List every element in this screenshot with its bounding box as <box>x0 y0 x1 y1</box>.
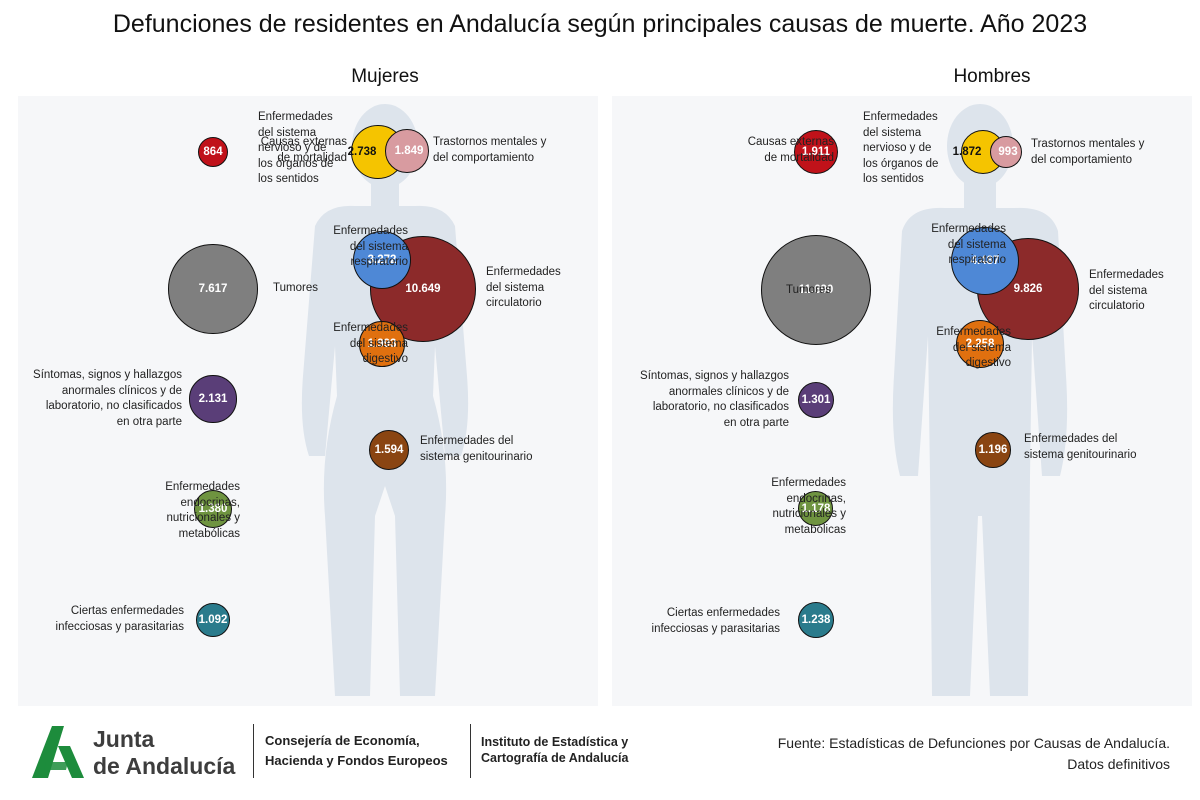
logo-line-2: de Andalucía <box>93 753 236 779</box>
cause-label-mujeres-mentales: Trastornos mentales y del comportamiento <box>433 136 547 164</box>
cause-label-hombres-genitourinario: Enfermedades del sistema genitourinario <box>1024 433 1137 461</box>
bubble-hombres-infecciosas <box>798 602 834 638</box>
consejeria-line-1: Consejería de Economía, <box>265 733 420 748</box>
cause-label-hombres-nervioso: Enfermedades del sistema nervioso y de l… <box>863 111 939 185</box>
cause-label-hombres-digestivo: Enfermedades del sistema digestivo <box>936 326 1011 369</box>
bubble-mujeres-genitourinario <box>368 429 410 471</box>
bubble-mujeres-infecciosas <box>196 603 230 637</box>
value-label-mujeres-infecciosas: 1.092 <box>198 614 228 626</box>
cause-label-hombres-respiratorio: Enfermedades del sistema respiratorio <box>931 223 1006 266</box>
cause-label-mujeres-externas: Causas externas de mortalidad <box>260 136 347 164</box>
cause-label-mujeres-sintomas: Síntomas, signos y hallazgos anormales c… <box>33 369 182 428</box>
source-line-1: Fuente: Estadísticas de Defunciones por … <box>777 735 1170 751</box>
cause-label-mujeres-nervioso: Enfermedades del sistema nervioso y de l… <box>258 111 334 185</box>
logo-wordmark: Junta de Andalucía <box>93 726 235 780</box>
cause-label-mujeres-infecciosas: Ciertas enfermedades infecciosas y paras… <box>55 605 184 633</box>
panel-title-hombres: Hombres <box>953 66 1031 87</box>
value-label-hombres-digestivo: 2.258 <box>965 338 995 350</box>
panel-title-mujeres: Mujeres <box>351 66 419 87</box>
bubble-mujeres-endocrinas <box>194 490 232 528</box>
value-label-hombres-sintomas: 1.301 <box>801 394 831 406</box>
cause-label-mujeres-endocrinas: Enfermedades endocrinas, nutricionales y… <box>165 481 240 540</box>
bubble-mujeres-sintomas <box>189 375 237 423</box>
value-label-hombres-circulatorio: 9.826 <box>1013 283 1043 295</box>
male-silhouette <box>892 104 1068 696</box>
cause-label-mujeres-circulatorio: Enfermedades del sistema circulatorio <box>486 266 561 309</box>
footer-divider-2 <box>470 724 471 778</box>
value-label-mujeres-endocrinas: 1.380 <box>198 503 228 515</box>
chart-title: Defunciones de residentes en Andalucía s… <box>112 10 1088 38</box>
logo-line-1: Junta <box>93 726 155 752</box>
cause-label-mujeres-genitourinario: Enfermedades del sistema genitourinario <box>420 435 533 463</box>
consejeria-name: Consejería de Economía, Hacienda y Fondo… <box>265 731 448 771</box>
value-label-hombres-nervioso: 1.872 <box>952 146 982 158</box>
value-label-hombres-endocrinas: 1.178 <box>801 503 831 515</box>
bubble-hombres-sintomas <box>797 381 835 419</box>
source-note: Fuente: Estadísticas de Defunciones por … <box>778 733 1170 775</box>
bubble-mujeres-mentales <box>385 129 429 173</box>
value-label-mujeres-digestivo: 1.993 <box>367 338 397 350</box>
junta-logo-icon <box>32 726 84 778</box>
value-label-mujeres-tumores: 7.617 <box>198 283 228 295</box>
bubble-hombres-digestivo <box>955 319 1005 369</box>
cause-label-hombres-mentales: Trastornos mentales y del comportamiento <box>1031 138 1145 166</box>
cause-label-hombres-sintomas: Síntomas, signos y hallazgos anormales c… <box>640 370 789 429</box>
value-label-mujeres-mentales: 1.849 <box>394 145 424 157</box>
bubble-hombres-respiratorio <box>950 226 1020 296</box>
bubble-hombres-tumores <box>760 234 872 346</box>
bubble-mujeres-digestivo <box>359 321 405 367</box>
consejeria-line-2: Hacienda y Fondos Europeos <box>265 753 448 768</box>
cause-label-hombres-tumores: Tumores <box>786 284 831 296</box>
cause-label-hombres-infecciosas: Ciertas enfermedades infecciosas y paras… <box>651 607 780 635</box>
value-label-mujeres-nervioso: 2.738 <box>347 146 377 158</box>
value-label-hombres-respiratorio: 4.487 <box>970 255 1000 267</box>
value-label-hombres-genitourinario: 1.196 <box>978 444 1008 456</box>
value-label-hombres-tumores: 11.690 <box>798 284 834 296</box>
cause-label-hombres-endocrinas: Enfermedades endocrinas, nutricionales y… <box>771 477 846 536</box>
value-label-mujeres-genitourinario: 1.594 <box>374 444 404 456</box>
bubble-hombres-externas <box>793 129 839 175</box>
value-label-mujeres-circulatorio: 10.649 <box>405 283 441 295</box>
value-label-hombres-infecciosas: 1.238 <box>801 614 831 626</box>
value-label-mujeres-respiratorio: 3.272 <box>367 254 397 266</box>
cause-label-mujeres-tumores: Tumores <box>273 282 318 294</box>
bubble-mujeres-tumores <box>168 244 258 334</box>
footer-divider-1 <box>253 724 254 778</box>
source-line-2: Datos definitivos <box>1067 756 1170 772</box>
instituto-line-2: Cartografía de Andalucía <box>481 751 629 765</box>
female-silhouette <box>301 104 469 697</box>
cause-label-mujeres-respiratorio: Enfermedades del sistema respiratorio <box>333 225 408 268</box>
value-label-hombres-mentales: 993 <box>998 146 1018 158</box>
instituto-name: Instituto de Estadística y Cartografía d… <box>481 734 629 766</box>
value-label-mujeres-sintomas: 2.131 <box>198 393 228 405</box>
value-label-hombres-externas: 1.911 <box>801 146 831 158</box>
bubble-hombres-endocrinas <box>798 491 834 527</box>
bubble-mujeres-respiratorio <box>352 230 412 290</box>
cause-label-hombres-circulatorio: Enfermedades del sistema circulatorio <box>1089 269 1164 312</box>
cause-label-hombres-externas: Causas externas de mortalidad <box>747 136 834 164</box>
cause-label-mujeres-digestivo: Enfermedades del sistema digestivo <box>333 322 408 365</box>
value-label-mujeres-externas: 864 <box>203 146 223 158</box>
instituto-line-1: Instituto de Estadística y <box>481 735 629 749</box>
bubble-hombres-genitourinario <box>975 432 1011 468</box>
bubble-mujeres-externas <box>198 137 228 167</box>
bubble-hombres-mentales <box>989 135 1023 169</box>
